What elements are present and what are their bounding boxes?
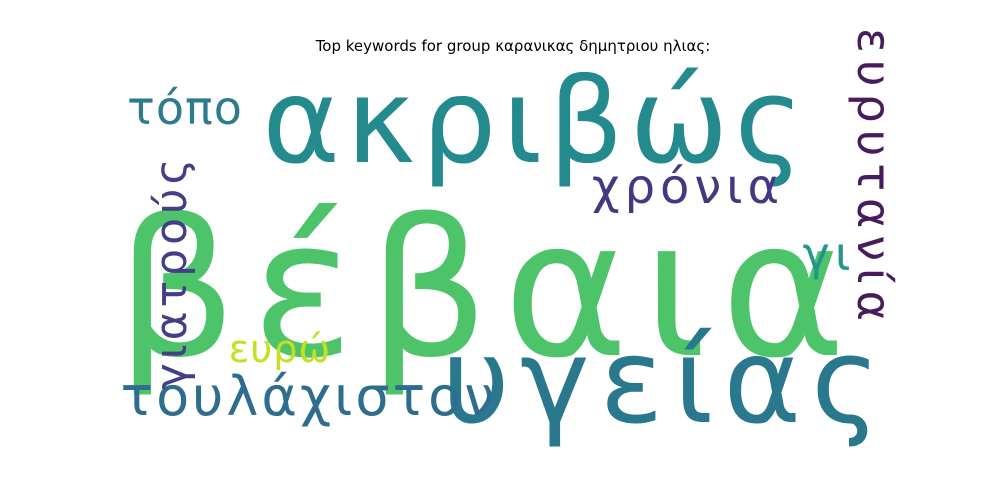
word-4: τουλάχιστον (121, 365, 498, 428)
word-7: γιατρούς (146, 155, 197, 390)
word-1: βέβαια (116, 179, 860, 400)
word-2: ακριβώς (262, 52, 810, 190)
word-10: ευρώ (229, 327, 331, 371)
word-3: υγείας (442, 312, 891, 450)
word-8: τόπο (127, 81, 243, 135)
word-6: ευρυτανία (847, 28, 901, 328)
chart-title: Top keywords for group καρανικας δημητρι… (315, 37, 711, 55)
word-5: χρόνια (592, 159, 784, 215)
word-9: γι (803, 227, 856, 281)
